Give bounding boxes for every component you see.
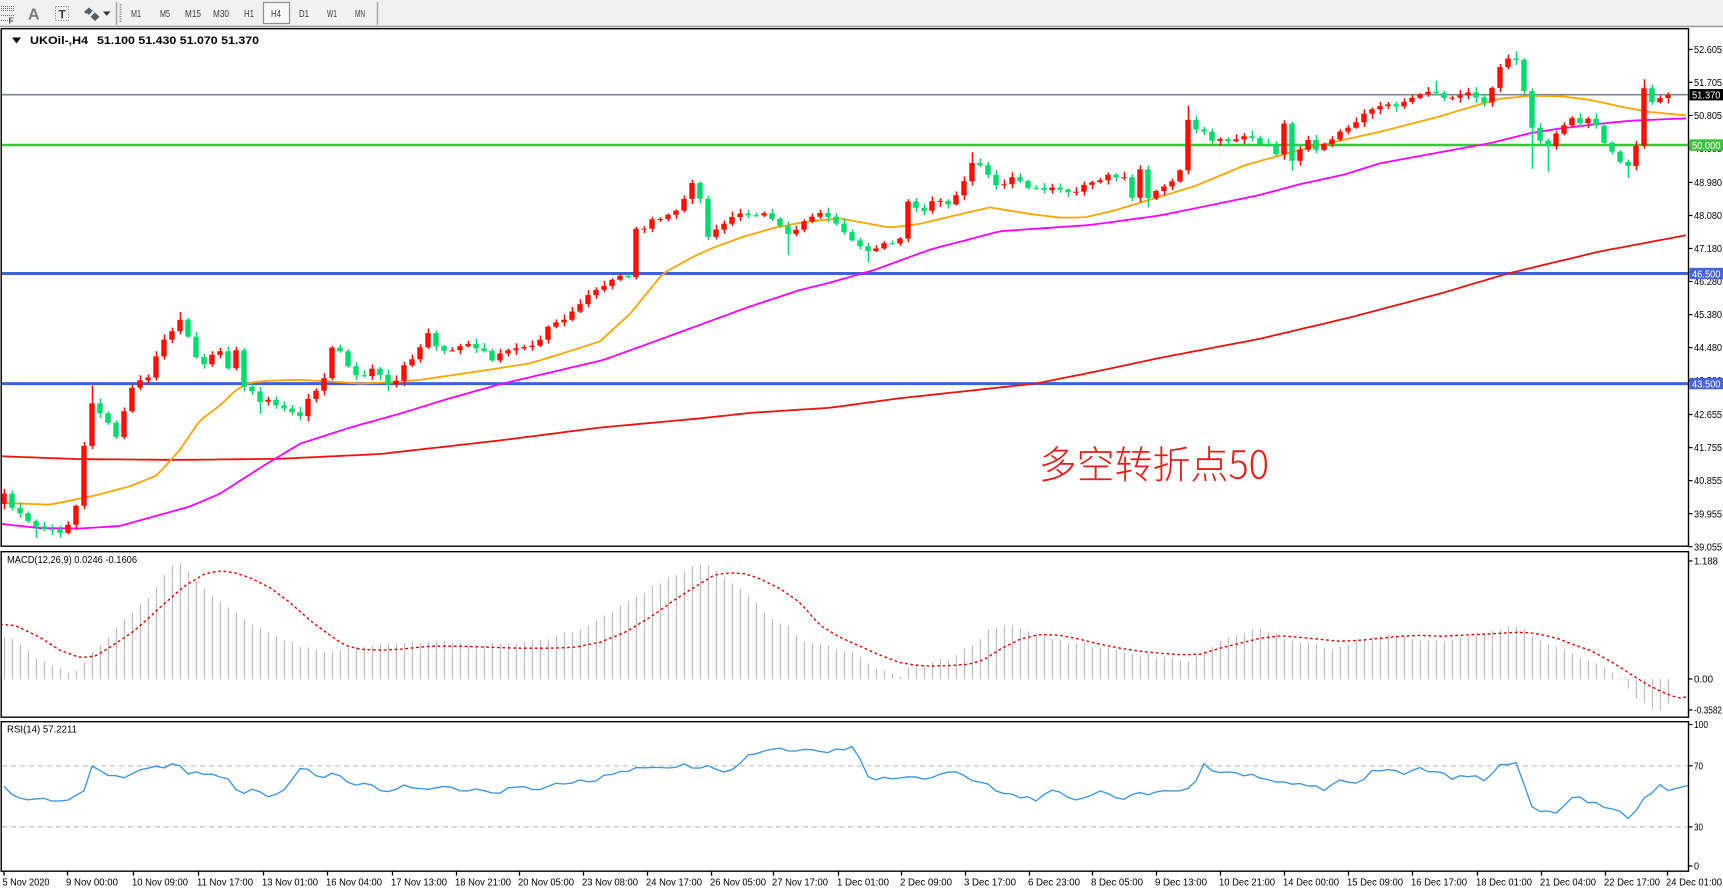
svg-text:20 Nov 05:00: 20 Nov 05:00 [518, 878, 574, 889]
svg-text:A: A [28, 7, 40, 24]
svg-text:0.00: 0.00 [1694, 675, 1713, 686]
svg-text:50.805: 50.805 [1694, 111, 1722, 122]
svg-text:MACD(12,26,9) 0.0246 -0.1606: MACD(12,26,9) 0.0246 -0.1606 [7, 555, 137, 566]
svg-text:MN: MN [355, 8, 365, 20]
svg-text:10 Nov 09:00: 10 Nov 09:00 [132, 878, 188, 889]
svg-text:24 Nov 17:00: 24 Nov 17:00 [646, 878, 702, 889]
svg-text:RSI(14) 57.2211: RSI(14) 57.2211 [7, 725, 77, 736]
svg-text:11 Nov 17:00: 11 Nov 17:00 [197, 878, 253, 889]
svg-text:51.705: 51.705 [1694, 78, 1722, 89]
svg-text:9 Dec 13:00: 9 Dec 13:00 [1155, 878, 1207, 889]
svg-text:0: 0 [1694, 862, 1699, 873]
svg-text:17 Nov 13:00: 17 Nov 13:00 [391, 878, 447, 889]
svg-text:W1: W1 [327, 8, 337, 20]
svg-text:M15: M15 [185, 8, 201, 20]
svg-text:M30: M30 [213, 8, 229, 20]
svg-text:22 Dec 17:00: 22 Dec 17:00 [1604, 878, 1660, 889]
svg-text:14 Dec 00:00: 14 Dec 00:00 [1283, 878, 1339, 889]
svg-text:27 Nov 17:00: 27 Nov 17:00 [772, 878, 828, 889]
svg-text:44.480: 44.480 [1694, 343, 1722, 354]
svg-text:18 Nov 21:00: 18 Nov 21:00 [455, 878, 511, 889]
svg-text:2 Dec 09:00: 2 Dec 09:00 [900, 878, 952, 889]
svg-text:1 Dec 01:00: 1 Dec 01:00 [837, 878, 889, 889]
svg-text:39.955: 39.955 [1694, 509, 1722, 520]
svg-text:23 Nov 08:00: 23 Nov 08:00 [582, 878, 638, 889]
svg-text:51.370: 51.370 [1692, 91, 1721, 102]
svg-text:41.755: 41.755 [1694, 443, 1722, 454]
svg-text:52.605: 52.605 [1694, 45, 1722, 56]
svg-text:M1: M1 [131, 8, 141, 20]
svg-text:46.280: 46.280 [1694, 277, 1722, 288]
svg-text:47.180: 47.180 [1694, 244, 1722, 255]
svg-text:18 Dec 01:00: 18 Dec 01:00 [1476, 878, 1532, 889]
svg-text:10 Dec 21:00: 10 Dec 21:00 [1219, 878, 1275, 889]
svg-text:H4: H4 [271, 8, 281, 20]
svg-text:48.080: 48.080 [1694, 211, 1722, 222]
svg-text:9 Nov 00:00: 9 Nov 00:00 [66, 878, 118, 889]
svg-text:26 Nov 05:00: 26 Nov 05:00 [710, 878, 766, 889]
svg-text:1.188: 1.188 [1694, 557, 1718, 568]
svg-text:100: 100 [1694, 720, 1708, 731]
svg-text:D1: D1 [299, 8, 309, 20]
svg-text:46.500: 46.500 [1692, 269, 1721, 280]
svg-text:50.000: 50.000 [1692, 141, 1721, 152]
svg-text:15 Dec 09:00: 15 Dec 09:00 [1347, 878, 1403, 889]
svg-text:40.855: 40.855 [1694, 476, 1722, 487]
svg-text:16 Dec 17:00: 16 Dec 17:00 [1411, 878, 1467, 889]
svg-text:H1: H1 [244, 8, 254, 20]
svg-text:5 Nov 2020: 5 Nov 2020 [3, 878, 50, 889]
svg-text:16 Nov 04:00: 16 Nov 04:00 [326, 878, 382, 889]
svg-text:F: F [9, 16, 14, 26]
svg-text:3 Dec 17:00: 3 Dec 17:00 [964, 878, 1016, 889]
svg-text:70: 70 [1694, 761, 1703, 772]
svg-text:45.380: 45.380 [1694, 310, 1722, 321]
svg-text:51.100 51.430 51.070 51.370: 51.100 51.430 51.070 51.370 [97, 35, 259, 47]
svg-text:T: T [59, 8, 67, 22]
svg-text:8 Dec 05:00: 8 Dec 05:00 [1091, 878, 1143, 889]
svg-text:6 Dec 23:00: 6 Dec 23:00 [1028, 878, 1080, 889]
svg-text:39.055: 39.055 [1694, 542, 1722, 553]
svg-text:21 Dec 04:00: 21 Dec 04:00 [1540, 878, 1596, 889]
svg-text:13 Nov 01:00: 13 Nov 01:00 [262, 878, 318, 889]
svg-text:30: 30 [1694, 823, 1703, 834]
svg-text:24 Dec 01:00: 24 Dec 01:00 [1666, 878, 1722, 889]
svg-text:43.500: 43.500 [1692, 379, 1721, 390]
svg-text:42.655: 42.655 [1694, 410, 1722, 421]
svg-text:M5: M5 [160, 8, 170, 20]
svg-text:-0.3582: -0.3582 [1694, 706, 1722, 717]
svg-text:UKOil-,H4: UKOil-,H4 [30, 35, 89, 47]
svg-text:48.980: 48.980 [1694, 178, 1722, 189]
